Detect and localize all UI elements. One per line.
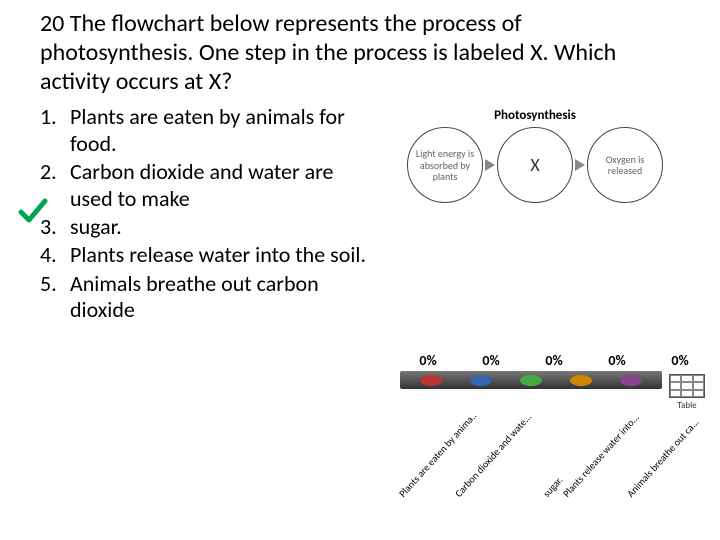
chart-base <box>400 371 662 389</box>
arrow-icon <box>575 159 585 171</box>
legend-dot <box>420 375 442 386</box>
answer-item: 1.Plants are eaten by animals for food. <box>40 104 380 157</box>
table-icon <box>669 374 705 398</box>
question-text: 20 The flowchart below represents the pr… <box>0 0 720 96</box>
legend-dot <box>520 375 542 386</box>
arrow-icon <box>485 159 495 171</box>
legend-dot <box>570 375 592 386</box>
response-chart: 0% 0% 0% 0% 0% Plants are eaten by anima… <box>380 352 710 522</box>
answer-item: 2.Carbon dioxide and water are used to m… <box>40 159 380 212</box>
answer-item: 5.Animals breathe out carbon dioxide <box>40 271 380 324</box>
legend-dot <box>470 375 492 386</box>
table-button[interactable]: Table <box>666 374 708 411</box>
photosynthesis-diagram: Photosynthesis Light energy is absorbed … <box>380 104 690 325</box>
diagram-step-1: Light energy is absorbed by plants <box>407 127 483 203</box>
answer-list: 1.Plants are eaten by animals for food. … <box>40 104 380 325</box>
diagram-title: Photosynthesis <box>380 108 690 123</box>
answer-item: 3.sugar. <box>40 214 380 240</box>
percent-row: 0% 0% 0% 0% 0% <box>380 352 710 369</box>
correct-check-icon <box>18 198 48 224</box>
diagram-step-3: Oxygen is released <box>587 127 663 203</box>
legend-dot <box>620 375 642 386</box>
answer-item: 4.Plants release water into the soil. <box>40 242 380 268</box>
chart-labels: Plants are eaten by anima.. Carbon dioxi… <box>380 391 710 506</box>
diagram-step-x: X <box>497 127 573 203</box>
